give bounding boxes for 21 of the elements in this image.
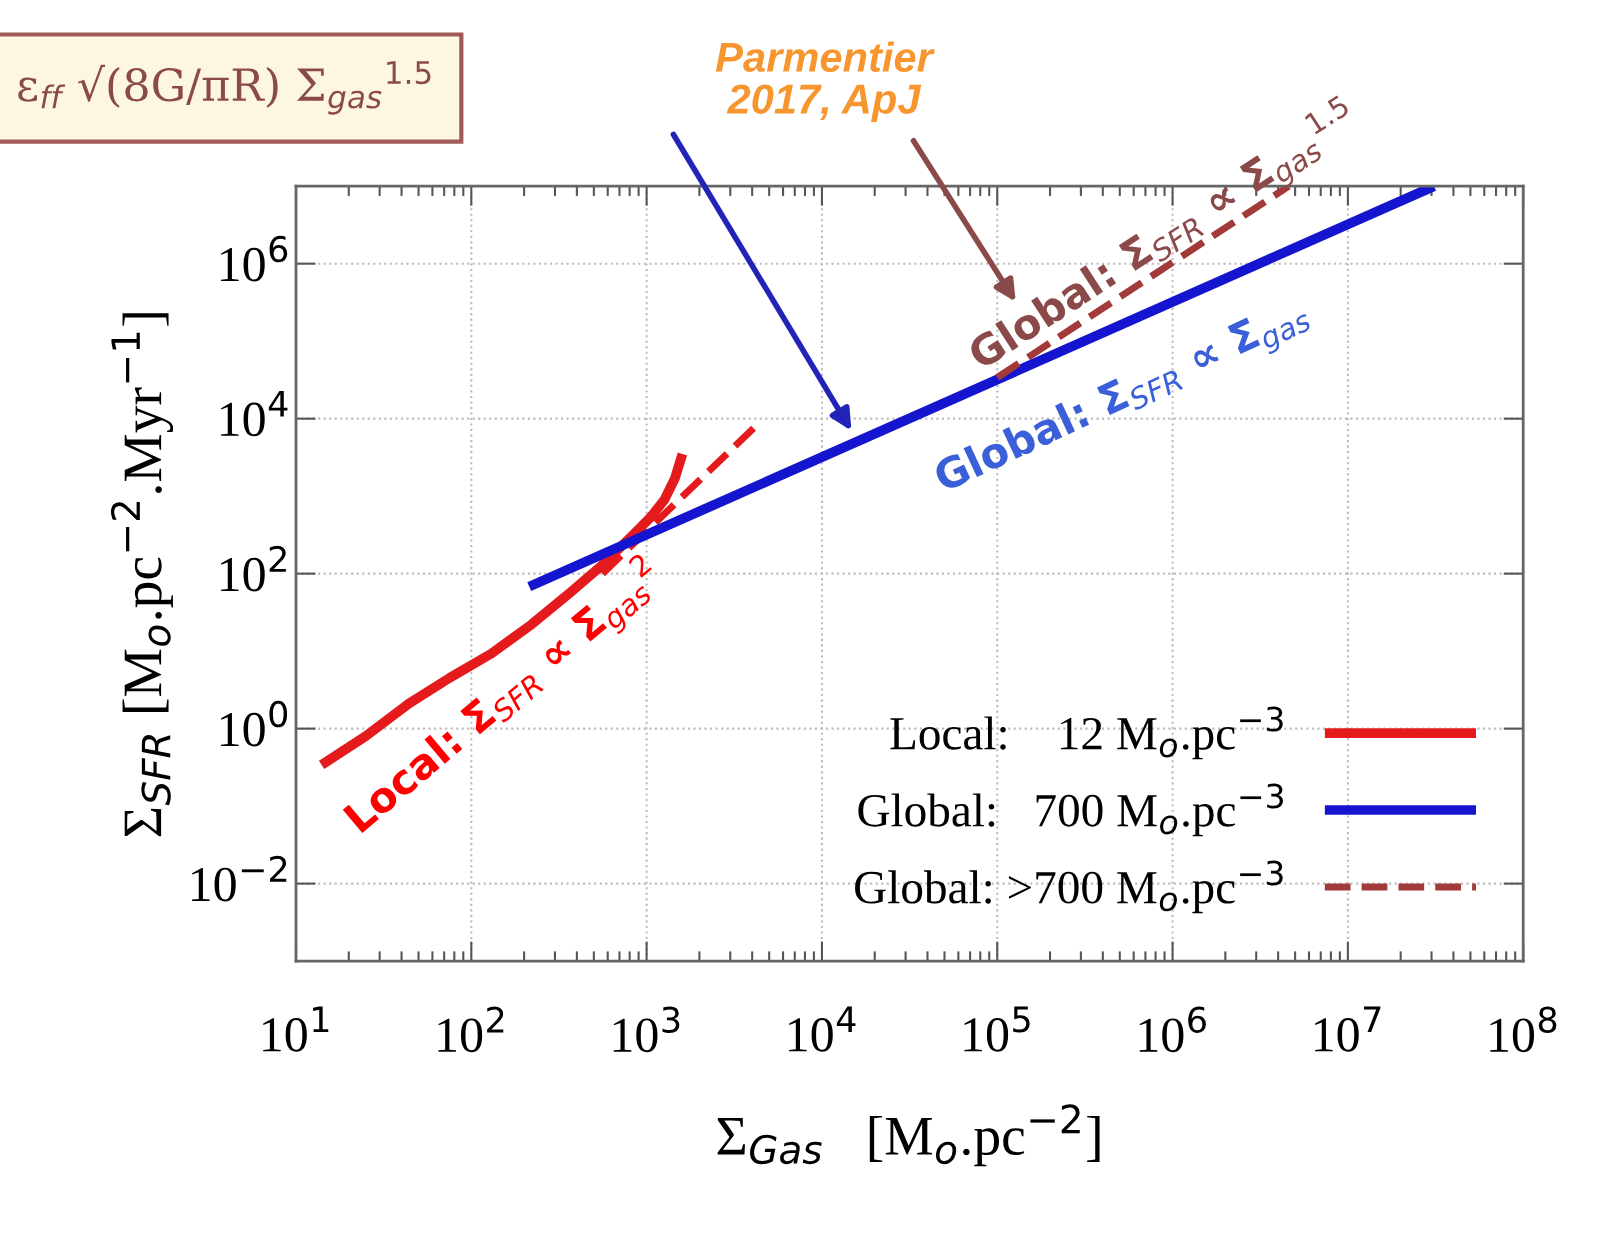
x-tick-label: 10$^{5}$: [964, 1006, 1030, 1052]
legend-label: Global: >700 M$_{o}$.pc$^{−3}$: [855, 860, 1283, 914]
y-tick-label: 10$^{4}$: [221, 391, 288, 437]
text: ε$_{ff}$ √(8G/πR) Σ$_{gas}$$^{1.5}$: [18, 61, 431, 115]
text: Σ$_{Gas}$ [M$_{o}$.pc$^{−2}$]: [717, 1104, 1100, 1167]
x-tick-label: 10$^{8}$: [1490, 1006, 1557, 1053]
annotation: Local: Σ$_{SFR}$ ∝ Σ$_{gas}$$^{2}$: [338, 552, 671, 843]
x-tick-label: 10$^{7}$: [1315, 1006, 1381, 1052]
y-tick-label: 10$^{6}$: [221, 235, 288, 282]
text: Σ$_{SFR}$ [M$_{o}$.pc$^{−2}$.Myr$^{−1}$]: [110, 313, 174, 837]
x-tick-label: 10$^{6}$: [1139, 1006, 1206, 1053]
legend-label: Global: 700 M$_{o}$.pc$^{−3}$: [858, 783, 1283, 837]
y-tick-label: 10$^{0}$: [221, 700, 288, 747]
text: Parmentier 2017, ApJ: [715, 41, 935, 123]
legend-label: Local: 12 M$_{o}$.pc$^{−3}$: [890, 706, 1283, 760]
x-tick-label: 10$^{3}$: [613, 1006, 680, 1053]
x-tick-label: 10$^{2}$: [438, 1006, 504, 1053]
x-tick-label: 10$^{4}$: [789, 1006, 856, 1052]
x-tick-label: 10$^{1}$: [263, 1006, 329, 1052]
y-tick-label: 10$^{−2}$: [192, 855, 287, 902]
y-tick-label: 10$^{2}$: [221, 545, 286, 592]
